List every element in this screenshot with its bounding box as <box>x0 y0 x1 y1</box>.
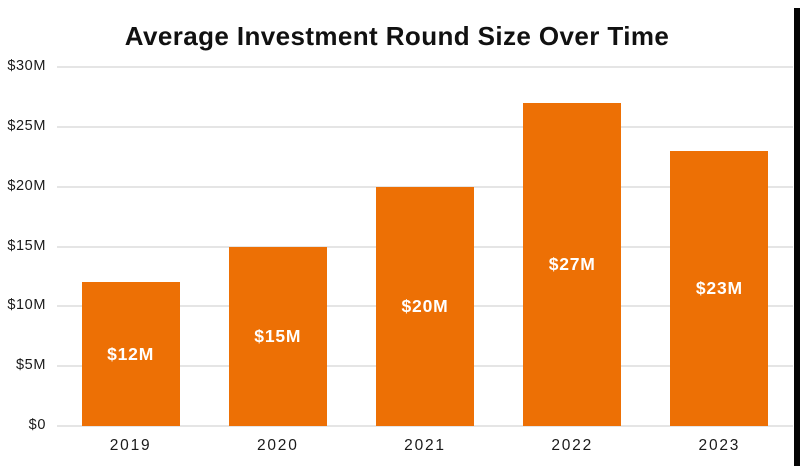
x-tick-label: 2020 <box>256 437 299 454</box>
bar-2022: $27M <box>523 102 622 426</box>
window-edge-strip <box>794 8 800 466</box>
x-tick-label: 2021 <box>404 437 446 454</box>
bar-2019: $12M <box>81 282 180 426</box>
bar-value-label: $20M <box>401 295 449 316</box>
y-tick-label: $15M <box>7 237 46 254</box>
gridline <box>57 425 793 427</box>
bar-value-label: $12M <box>107 343 155 364</box>
y-tick-label: $25M <box>7 117 46 134</box>
x-tick-label: 2019 <box>109 437 152 454</box>
y-tick-label: $0 <box>28 417 46 433</box>
chart-title: Average Investment Round Size Over Time <box>124 21 670 51</box>
gridline <box>57 125 793 128</box>
bar-2023: $23M <box>670 150 769 426</box>
bar-2021: $20M <box>376 186 474 426</box>
bar-2020: $15M <box>228 246 327 426</box>
y-tick-label: $5M <box>15 357 46 374</box>
y-tick-label: $10M <box>7 297 46 314</box>
bar-value-label: $23M <box>695 277 743 298</box>
gridline <box>57 66 793 68</box>
bar-value-label: $15M <box>254 325 302 346</box>
y-tick-label: $30M <box>7 58 46 74</box>
bar-value-label: $27M <box>548 253 596 274</box>
x-tick-label: 2023 <box>698 437 741 454</box>
y-tick-label: $20M <box>7 177 46 194</box>
x-tick-label: 2022 <box>551 437 594 454</box>
